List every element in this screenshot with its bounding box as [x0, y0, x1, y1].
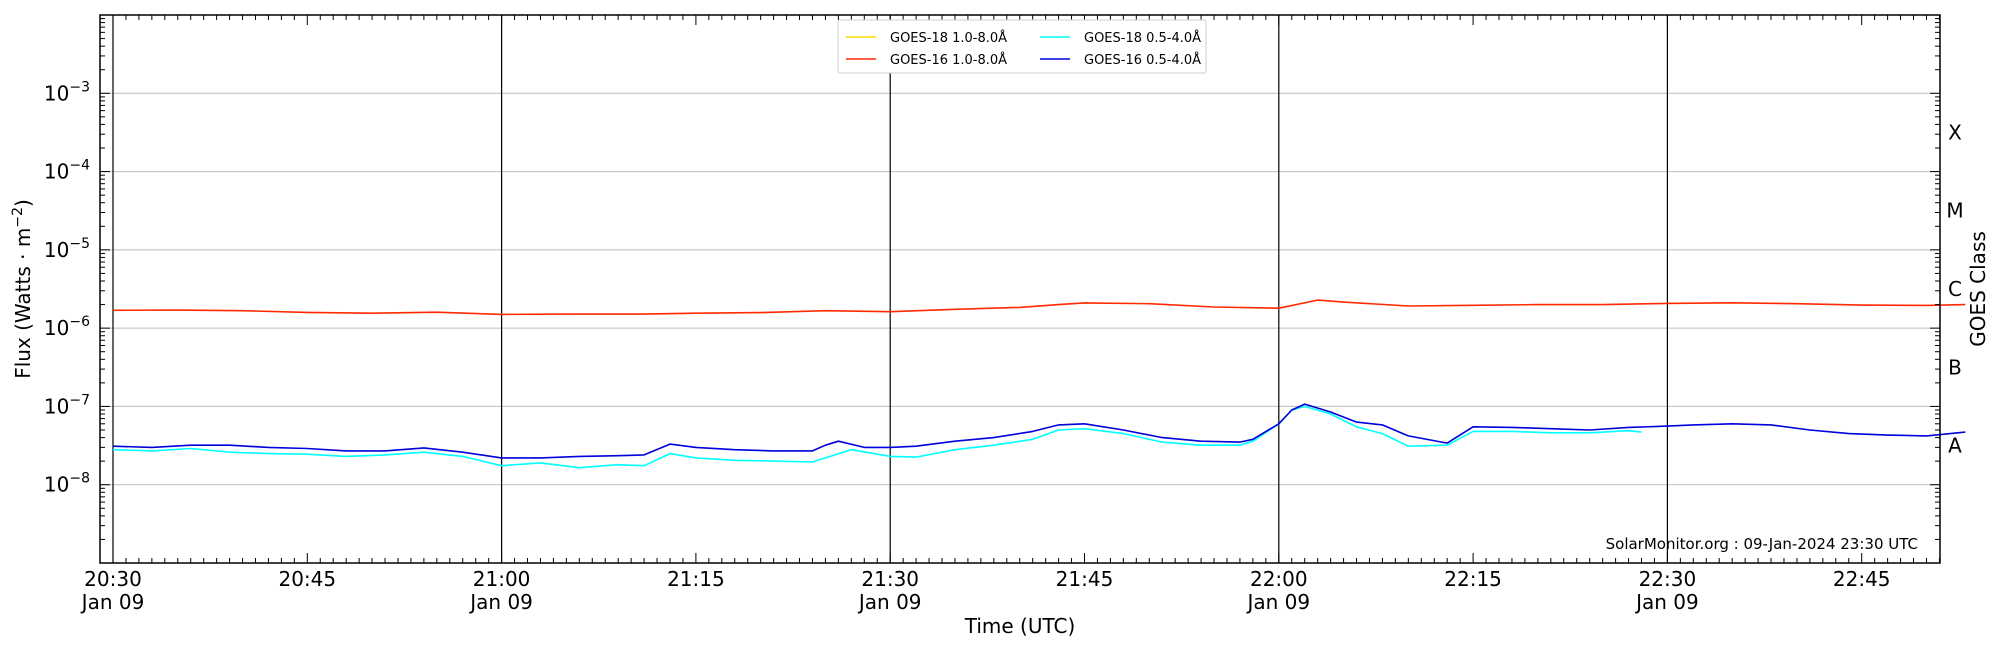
- goes-class-label: C: [1948, 277, 1962, 301]
- x-tick-label: 21:00: [473, 567, 531, 591]
- legend-label: GOES-16 1.0-8.0Å: [890, 52, 1007, 68]
- y-axis-title-exponent: −2: [10, 207, 26, 228]
- x-tick-label: 22:15: [1444, 567, 1502, 591]
- goes-class-axis-title: GOES Class: [1966, 231, 1990, 347]
- x-tick-label-date: Jan 09: [1634, 590, 1699, 614]
- x-tick-label: 22:00: [1250, 567, 1308, 591]
- grid-layer: [100, 92, 1940, 486]
- y-tick-label-exponent: −7: [69, 392, 90, 408]
- series-layer: [112, 299, 1966, 469]
- legend: GOES-18 1.0-8.0Å GOES-16 1.0-8.0Å GOES-18 …: [837, 19, 1207, 74]
- y-tick-label-base: 10: [44, 81, 69, 105]
- y-tick-label: 10−5: [44, 236, 90, 262]
- y-tick-label-exponent: −3: [69, 79, 90, 95]
- credit-text: SolarMonitor.org : 09-Jan-2024 23:30 UTC: [1606, 535, 1918, 553]
- x-tick-label: 21:30: [861, 567, 919, 591]
- x-tick-label-date: Jan 09: [468, 590, 533, 614]
- plot-frame: [99, 14, 1941, 564]
- legend-label: GOES-18 1.0-8.0Å: [890, 30, 1007, 46]
- legend-box: [837, 19, 1207, 74]
- x-axis-title: Time (UTC): [964, 614, 1076, 638]
- y-tick-label-exponent: −6: [69, 314, 90, 330]
- y-tick-label-exponent: −8: [69, 471, 90, 487]
- y-tick-label: 10−7: [44, 392, 90, 418]
- y-tick-label-base: 10: [44, 160, 69, 184]
- y-tick-label-base: 10: [44, 473, 69, 497]
- series-line-goes-16-1-0-8-0-: [112, 299, 1966, 316]
- x-tick-label: 20:30: [84, 567, 142, 591]
- x-tick-label: 22:30: [1639, 567, 1697, 591]
- y-tick-label-base: 10: [44, 316, 69, 340]
- y-tick-label: 10−3: [44, 79, 90, 105]
- goes-class-label: B: [1948, 355, 1962, 379]
- legend-label: GOES-18 0.5-4.0Å: [1084, 30, 1201, 46]
- goes-class-label: X: [1948, 120, 1962, 144]
- y-tick-label-base: 10: [44, 394, 69, 418]
- y-tick-label: 10−4: [44, 158, 90, 184]
- y-axis-title: Flux (Watts · m−2): [10, 199, 35, 379]
- x-tick-label-date: Jan 09: [857, 590, 922, 614]
- x-tick-label: 21:15: [667, 567, 725, 591]
- goes-class-label: A: [1948, 434, 1962, 458]
- y-tick-label: 10−8: [44, 471, 90, 497]
- vertical-lines-layer: [112, 15, 1669, 563]
- x-tick-label-date: Jan 09: [1245, 590, 1310, 614]
- series-line-goes-16-0-5-4-0-: [112, 403, 1966, 459]
- x-tick-label: 21:45: [1056, 567, 1114, 591]
- x-tick-label: 22:45: [1833, 567, 1891, 591]
- series-line-goes-18-0-5-4-0-: [112, 405, 1642, 469]
- y-tick-label-exponent: −4: [69, 158, 90, 174]
- x-tick-label-date: Jan 09: [80, 590, 145, 614]
- x-tick-label: 20:45: [278, 567, 336, 591]
- goes-class-label: M: [1946, 199, 1963, 223]
- y-axis-title-close: ): [11, 199, 35, 207]
- y-axis-title-main: Flux (Watts · m: [11, 228, 35, 379]
- legend-label: GOES-16 0.5-4.0Å: [1084, 52, 1201, 68]
- y-tick-label: 10−6: [44, 314, 90, 340]
- y-tick-label-base: 10: [44, 238, 69, 262]
- y-tick-label-exponent: −5: [69, 236, 90, 252]
- tick-layer: [100, 15, 1940, 564]
